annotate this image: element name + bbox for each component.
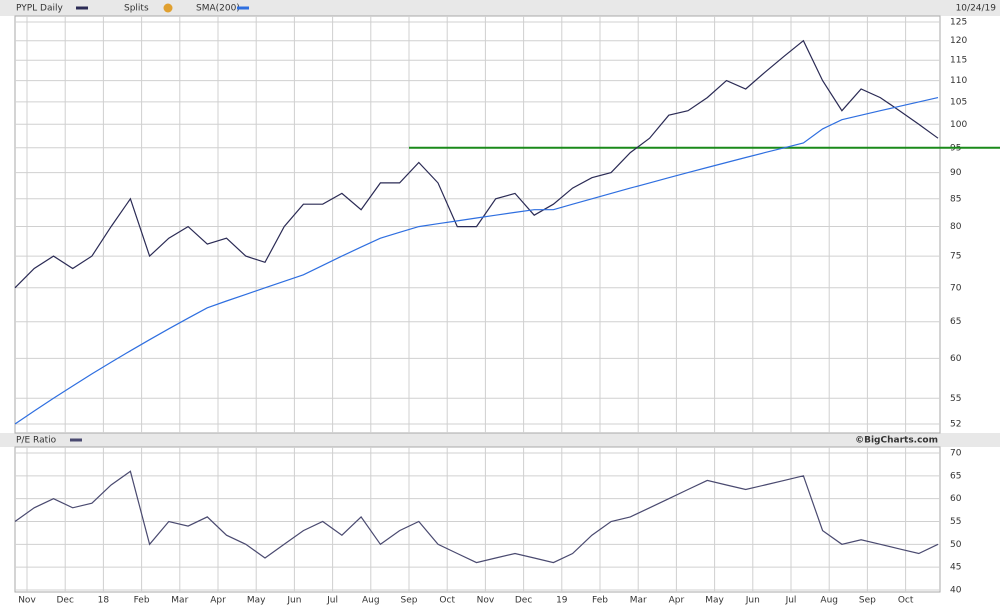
legend-label: SMA(200) [196, 4, 240, 14]
x-tick-label: Nov [477, 596, 495, 606]
series-line [14, 39, 939, 289]
x-tick-label: Apr [669, 596, 685, 606]
x-tick-label: Dec [56, 596, 73, 606]
y-tick-label: 100 [950, 120, 967, 130]
chart-title: PYPL Daily [16, 4, 63, 14]
series-line [14, 470, 939, 564]
y-tick-label: 70 [950, 449, 962, 459]
y-tick-label: 55 [950, 394, 961, 404]
y-tick-label: 40 [950, 586, 962, 596]
x-tick-label: Dec [515, 596, 532, 606]
x-tick-label: Jul [326, 596, 338, 606]
x-tick-label: Aug [362, 596, 380, 606]
y-tick-label: 120 [950, 36, 967, 46]
x-tick-label: Feb [134, 596, 150, 606]
y-tick-label: 105 [950, 97, 967, 107]
y-tick-label: 125 [950, 18, 967, 28]
x-tick-label: Jun [745, 596, 760, 606]
y-tick-label: 70 [950, 283, 962, 293]
pe-panel [14, 446, 941, 593]
y-tick-label: 55 [950, 517, 961, 527]
x-tick-label: Mar [630, 596, 647, 606]
y-tick-label: 65 [950, 471, 961, 481]
y-tick-label: 52 [950, 420, 961, 430]
credit: ©BigCharts.com [855, 436, 938, 446]
x-tick-label: Sep [859, 596, 876, 606]
y-tick-label: 50 [950, 540, 962, 550]
date-label: 10/24/19 [956, 4, 997, 14]
splits-icon [163, 3, 173, 13]
x-tick-label: Oct [439, 596, 455, 606]
y-tick-label: 60 [950, 494, 962, 504]
y-tick-label: 80 [950, 222, 962, 232]
x-tick-label: May [705, 596, 724, 606]
x-tick-label: Jul [785, 596, 797, 606]
x-tick-label: Oct [898, 596, 914, 606]
y-tick-label: 110 [950, 76, 967, 86]
y-tick-label: 65 [950, 317, 961, 327]
x-tick-label: 18 [98, 596, 110, 606]
y-tick-label: 90 [950, 168, 962, 178]
x-tick-label: Feb [592, 596, 608, 606]
y-tick-label: 85 [950, 194, 961, 204]
splits-label: Splits [124, 4, 149, 14]
y-tick-label: 115 [950, 56, 967, 66]
x-tick-label: Sep [401, 596, 418, 606]
x-tick-label: May [247, 596, 266, 606]
x-tick-label: 19 [556, 596, 568, 606]
mid-strip [0, 433, 1000, 447]
x-tick-label: Nov [18, 596, 36, 606]
x-tick-label: Mar [171, 596, 188, 606]
series-line [14, 97, 939, 425]
header-strip [0, 0, 1000, 16]
y-tick-label: 60 [950, 354, 962, 364]
x-tick-label: Apr [210, 596, 226, 606]
y-tick-label: 45 [950, 563, 961, 573]
pe-title: P/E Ratio [16, 436, 57, 446]
y-tick-label: 75 [950, 252, 961, 262]
x-tick-label: Aug [820, 596, 838, 606]
x-tick-label: Jun [286, 596, 301, 606]
